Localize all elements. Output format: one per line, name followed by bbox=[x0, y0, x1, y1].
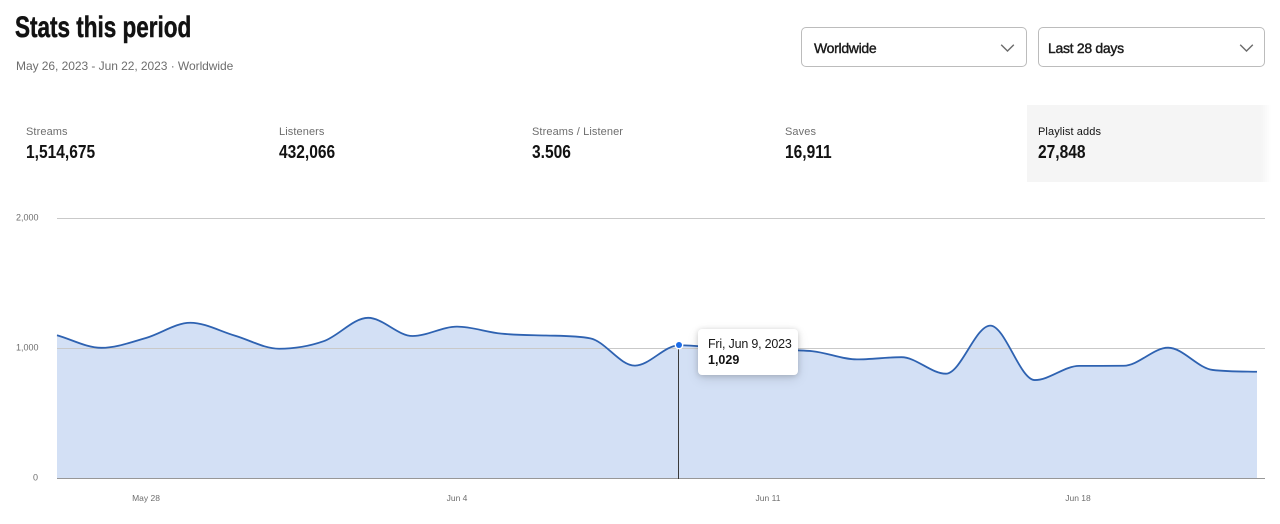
svg-text:1,000: 1,000 bbox=[16, 343, 39, 353]
svg-text:Jun 11: Jun 11 bbox=[756, 493, 781, 503]
svg-text:0: 0 bbox=[33, 473, 38, 483]
svg-text:May 28: May 28 bbox=[132, 493, 160, 503]
svg-text:2,000: 2,000 bbox=[16, 213, 39, 223]
svg-text:Jun 18: Jun 18 bbox=[1065, 493, 1091, 503]
svg-text:Jun 4: Jun 4 bbox=[447, 493, 468, 503]
